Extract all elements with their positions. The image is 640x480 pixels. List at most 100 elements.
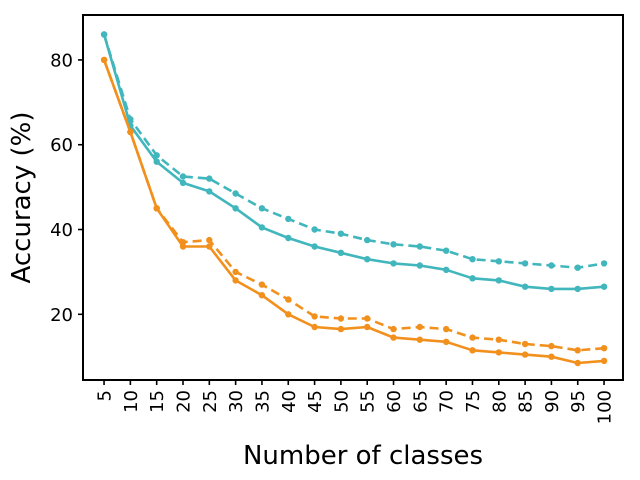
series-teal-solid-marker (285, 234, 292, 242)
x-tick-label: 100 (595, 390, 616, 424)
x-tick-label: 15 (147, 390, 168, 413)
series-orange-solid-marker (364, 323, 371, 331)
y-axis-label: Accuracy (%) (7, 112, 37, 284)
series-teal-dashed-marker (469, 256, 476, 263)
series-orange-dashed-marker (469, 334, 476, 341)
series-orange-dashed-marker (206, 236, 213, 244)
series-orange-dashed-marker (258, 281, 266, 288)
series-teal-solid-marker (416, 262, 423, 269)
series-teal-solid-marker (206, 188, 213, 195)
y-tick-label: 20 (50, 305, 73, 326)
series-teal-solid-marker (574, 285, 581, 293)
series-orange-solid-line (102, 59, 605, 365)
x-tick-label: 25 (200, 390, 221, 413)
series-orange-dashed-marker (574, 347, 581, 354)
series-orange-solid-marker (206, 243, 213, 250)
x-tick-label: 45 (305, 390, 326, 413)
x-tick-label: 10 (121, 390, 142, 413)
x-tick-label: 20 (174, 390, 195, 413)
series-teal-dashed-marker (206, 175, 213, 182)
series-orange-solid-marker (232, 277, 239, 284)
series-teal-dashed-marker (337, 230, 345, 237)
series-orange-dashed-marker (443, 325, 450, 333)
series-teal-dashed-marker (179, 173, 187, 180)
series-teal-solid-marker (179, 179, 187, 187)
series-orange-dashed-marker (311, 313, 318, 320)
series-teal-dashed-marker (495, 258, 502, 265)
series-teal-dashed-marker (153, 152, 160, 159)
series-orange-solid-marker (443, 338, 450, 345)
y-tick-label: 40 (50, 220, 73, 241)
x-tick-label: 40 (279, 390, 300, 413)
series-orange-dashed-marker (600, 345, 608, 352)
series-teal-dashed-marker (574, 264, 581, 271)
series-orange-solid-marker (600, 357, 608, 365)
series-teal-solid-marker (469, 275, 476, 282)
series-teal-solid-marker (495, 277, 502, 284)
x-tick-label: 95 (568, 390, 589, 413)
x-axis-label: Number of classes (243, 441, 483, 471)
series-teal-solid-marker (153, 158, 160, 165)
series-teal-solid-marker (600, 283, 608, 290)
x-tick-label: 60 (384, 390, 405, 413)
series-orange-dashed-marker (179, 239, 187, 246)
series-orange-dashed-marker (232, 268, 239, 276)
x-tick-label: 5 (95, 390, 116, 401)
series-teal-dashed-marker (311, 226, 318, 233)
x-tick-label: 30 (226, 390, 247, 413)
series-teal-solid-marker (390, 260, 397, 267)
y-tick-label: 80 (50, 50, 73, 71)
series-teal-dashed-marker (521, 260, 529, 267)
series-teal-dashed-marker (390, 241, 397, 248)
series-teal-dashed-marker (285, 215, 292, 223)
series-orange-dashed-marker (153, 205, 160, 212)
series-orange-dashed-marker (285, 296, 292, 303)
x-tick-label: 75 (463, 390, 484, 413)
series-teal-dashed-marker (127, 116, 134, 123)
series-teal-solid-marker (311, 243, 318, 250)
axes-spines (82, 14, 624, 381)
x-tick-label: 90 (542, 390, 563, 413)
series-teal-dashed-marker (548, 262, 555, 269)
series-orange-dashed-marker (364, 315, 371, 322)
series-teal-dashed-marker (258, 205, 266, 212)
series-orange-solid-marker (548, 353, 555, 360)
x-tick-label: 65 (410, 390, 431, 413)
series-teal-dashed-marker (600, 260, 608, 267)
series-teal-solid-marker (232, 205, 239, 212)
series-teal-solid-marker (548, 285, 555, 293)
x-tick-label: 35 (252, 390, 273, 413)
series-orange-solid-marker (258, 292, 266, 299)
series-orange-solid-marker (495, 349, 502, 356)
series-orange-solid-marker (285, 311, 292, 318)
series-orange-solid-marker (416, 336, 423, 343)
x-tick-label: 80 (489, 390, 510, 413)
series-orange-dashed-marker (390, 325, 397, 333)
series-teal-solid-marker (364, 256, 371, 263)
series-orange-dashed-marker (548, 342, 555, 350)
series-teal-solid-line (102, 34, 605, 291)
x-tick-label: 55 (358, 390, 379, 413)
series-orange-solid-marker (521, 351, 529, 358)
series-teal-dashed-marker (232, 190, 239, 197)
series-orange-dashed-line (102, 59, 605, 352)
series-teal-solid-marker (521, 283, 529, 290)
series-orange-solid-marker (390, 334, 397, 341)
series-orange-dashed-marker (416, 323, 423, 331)
series-orange-solid-marker (469, 347, 476, 354)
series-teal-dashed-marker (364, 236, 371, 244)
series-teal-dashed-line (102, 34, 605, 269)
x-tick-label: 50 (331, 390, 352, 413)
x-tick-label: 70 (437, 390, 458, 413)
series-orange-dashed-marker (337, 315, 345, 322)
series-orange-dashed-marker (521, 340, 529, 348)
x-tick-label: 85 (516, 390, 537, 413)
series-teal-solid-marker (258, 224, 266, 231)
series-orange-solid-marker (574, 359, 581, 367)
series-orange-solid-marker (311, 323, 318, 331)
series-orange-dashed-marker (127, 128, 134, 136)
series-orange-dashed-marker (495, 336, 502, 343)
